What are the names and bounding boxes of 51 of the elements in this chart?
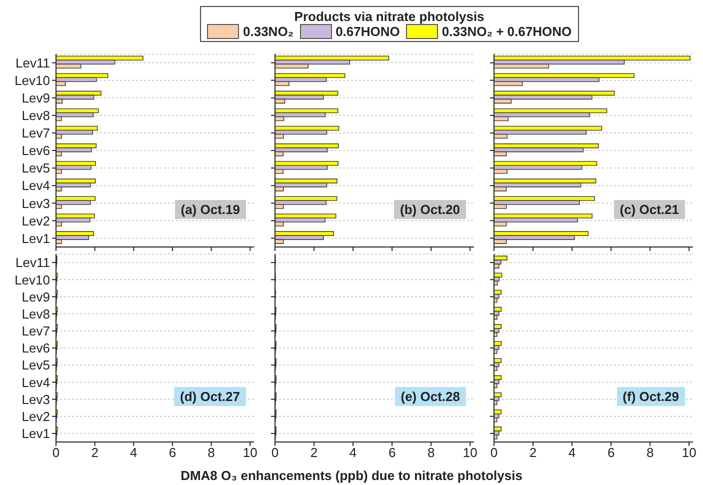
y-tick-label: Lev6 — [22, 340, 50, 356]
y-tick-label: Lev10 — [14, 272, 50, 288]
x-tick-label: 10 — [682, 445, 696, 460]
y-tick-label: Lev10 — [14, 72, 50, 88]
y-tick-label: Lev8 — [22, 306, 50, 322]
x-tick-label: 2 — [310, 445, 318, 460]
x-tick-label: 4 — [568, 445, 576, 460]
y-tick-label: Lev4 — [22, 178, 50, 194]
x-tick-label: 8 — [427, 445, 435, 460]
legend-label: 0.33NO₂ + 0.67HONO — [442, 24, 572, 39]
x-tick-label: 2 — [529, 445, 537, 460]
x-tick-label: 8 — [208, 445, 215, 460]
x-tick-label: 6 — [388, 445, 396, 460]
y-tick-label: Lev1 — [22, 426, 50, 442]
x-tick-label: 8 — [646, 445, 654, 460]
y-tick-label: Lev5 — [22, 160, 50, 176]
y-tick-label: Lev5 — [22, 358, 50, 373]
annotation: (f) Oct.29 — [616, 387, 685, 406]
x-tick-label: 6 — [168, 445, 176, 460]
y-tick-label: Lev6 — [22, 143, 50, 158]
x-axis-title: DMA8 O₃ enhancements (ppb) due to nitrate photolysis — [180, 468, 524, 483]
legend-title: Products via nitrate photolysis — [293, 9, 486, 24]
y-tick-label: Lev3 — [22, 392, 50, 407]
x-tick-label: 6 — [607, 445, 615, 460]
x-tick-label: 2 — [91, 445, 98, 460]
y-tick-label: Lev1 — [22, 230, 50, 246]
x-tick-label: 0 — [490, 445, 498, 460]
y-tick-label: Lev7 — [22, 126, 50, 141]
y-tick-label: Lev2 — [22, 213, 50, 228]
y-tick-label: Lev9 — [22, 90, 50, 106]
y-tick-label: Lev11 — [16, 255, 50, 270]
y-tick-label: Lev8 — [22, 108, 50, 124]
annotation: (d) Oct.27 — [174, 387, 246, 406]
annotation: (b) Oct.20 — [394, 200, 466, 219]
y-tick-label: Lev7 — [22, 324, 50, 339]
x-tick-label: 4 — [349, 445, 357, 460]
legend-label: 0.33NO₂ — [243, 24, 294, 39]
legend-label: 0.67HONO — [336, 24, 400, 39]
x-tick-label: 0 — [52, 445, 60, 460]
annotation: (a) Oct.19 — [174, 200, 246, 219]
y-tick-label: Lev4 — [22, 374, 50, 390]
y-tick-label: Lev11 — [16, 55, 50, 70]
x-tick-label: 0 — [271, 445, 279, 460]
x-tick-label: 10 — [462, 445, 478, 460]
y-tick-label: Lev2 — [22, 408, 50, 424]
annotation: (c) Oct.21 — [614, 200, 685, 219]
y-tick-label: Lev3 — [22, 196, 50, 211]
annotation: (e) Oct.28 — [394, 387, 466, 406]
x-tick-label: 4 — [130, 445, 138, 460]
y-tick-label: Lev9 — [22, 289, 50, 304]
x-tick-label: 10 — [242, 445, 258, 460]
